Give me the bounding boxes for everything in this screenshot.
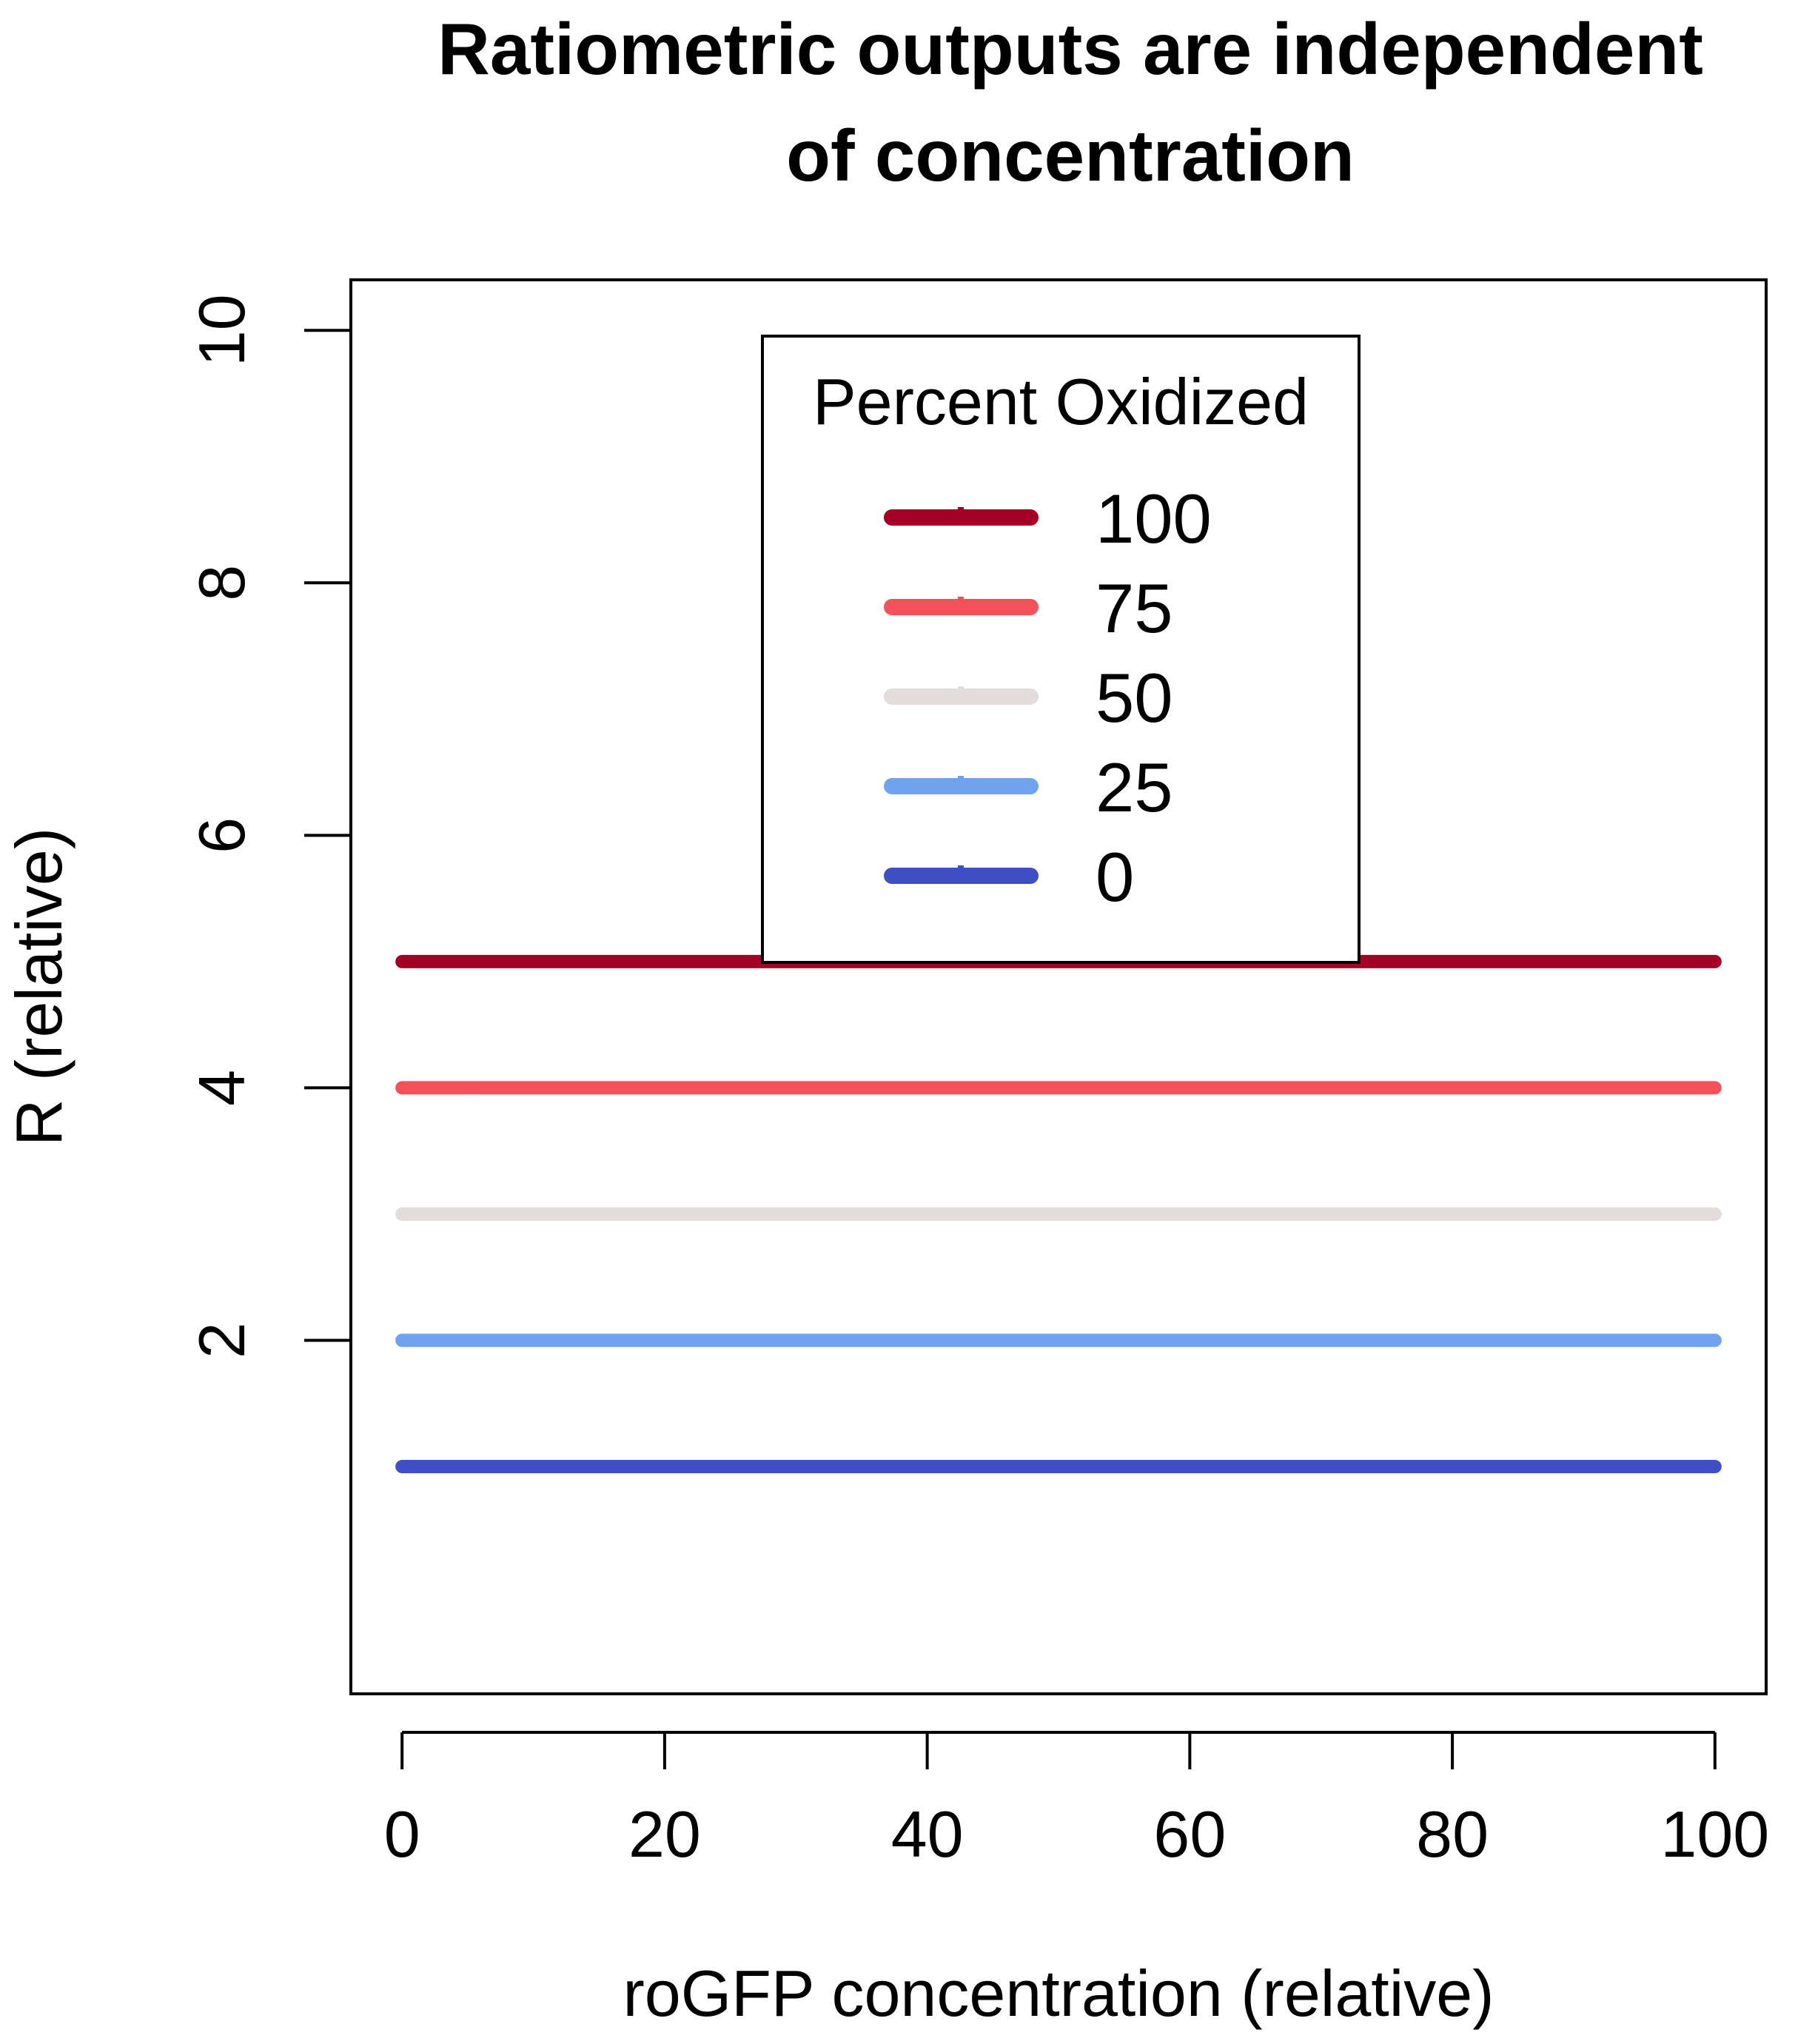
series-layer [395,954,1722,1474]
y-tick-label: 2 [185,1322,258,1358]
y-axis: 2 4 6 8 10 [185,294,352,1358]
x-tick-label: 20 [628,1797,701,1871]
x-axis-label: roGFP concentration (relative) [623,1957,1494,2030]
x-tick-label: 0 [384,1797,420,1871]
legend-box [761,335,1361,964]
chart-title-line-1: Ratiometric outputs are independent [437,8,1703,90]
chart-title: Ratiometric outputs are independent of c… [437,8,1703,196]
y-tick-label: 4 [185,1070,258,1106]
x-tick-label: 80 [1416,1797,1489,1871]
y-tick-label: 8 [185,565,258,601]
x-tick-label: 60 [1153,1797,1226,1871]
legend-label-50: 50 [1096,659,1173,737]
x-tick-label: 40 [891,1797,964,1871]
x-axis: 0 20 40 60 80 100 [384,1731,1769,1871]
legend-label-100: 100 [1096,480,1212,557]
legend-label-0: 0 [1096,838,1134,916]
legend: Percent Oxidized 100 75 50 25 0 [761,335,1361,964]
legend-label-75: 75 [1096,569,1173,647]
x-tick-label: 100 [1660,1797,1769,1871]
legend-items: 100 75 50 25 0 [884,480,1212,916]
legend-label-25: 25 [1096,748,1173,826]
chart-title-line-2: of concentration [786,115,1355,196]
legend-title: Percent Oxidized [813,365,1309,438]
y-tick-label: 6 [185,817,258,854]
y-tick-label: 10 [185,294,258,366]
y-axis-label: R (relative) [2,828,76,1146]
